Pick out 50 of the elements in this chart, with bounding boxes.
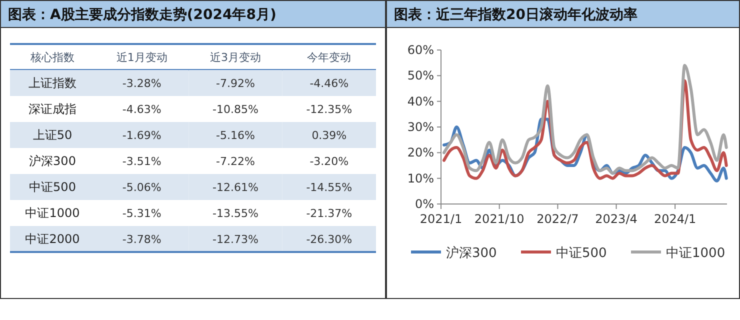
data-label: -26.30% [306,233,352,246]
data-label: -21.37% [306,207,352,220]
data-label: -5.31% [122,207,162,220]
data-label: -12.35% [306,103,352,116]
x-tick-label: 2022/7 [536,212,579,226]
x-tick-label: 2023/4 [595,212,638,226]
x-tick-label: 今年变动 [307,51,352,64]
y-tick-label: 60% [407,43,434,57]
y-tick-label: 中证2000 [25,232,80,246]
y-tick-label: 沪深300 [29,154,76,168]
y-tick-label: 20% [407,146,434,160]
data-label: -7.92% [216,77,255,90]
y-tick-label: 深证成指 [28,102,76,116]
data-label: -14.55% [306,181,352,194]
y-tick-label: 0% [414,197,434,211]
y-axis-title: 核心指数 [30,51,74,64]
data-label: -12.73% [212,233,258,246]
data-label: -3.51% [122,155,162,168]
y-tick-label: 上证指数 [28,76,76,90]
legend-label: 中证500 [556,246,607,261]
data-label: -3.78% [122,233,162,246]
chart-title: 图表：A股主要成分指数走势(2024年8月) [8,6,276,23]
y-tick-label: 中证1000 [25,206,80,220]
x-tick-label: 2021/1 [420,212,462,226]
x-tick-label: 2024/1 [654,212,696,226]
data-label: 0.39% [312,129,347,142]
data-label: -12.61% [212,181,258,194]
data-label: -3.20% [310,155,349,168]
y-tick-label: 30% [407,120,434,134]
y-tick-label: 40% [407,94,434,108]
data-label: -13.55% [212,207,258,220]
chart-title: 图表：近三年指数20日滚动年化波动率 [394,6,638,23]
legend-label: 中证1000 [666,246,726,261]
legend-label: 沪深300 [446,245,497,261]
x-tick-label: 近1月变动 [116,51,168,64]
x-tick-label: 近3月变动 [210,51,261,64]
y-tick-label: 上证50 [32,128,72,142]
data-label: -10.85% [212,103,258,116]
data-label: -4.46% [310,77,349,90]
y-tick-label: 50% [407,68,434,83]
data-label: -1.69% [122,129,162,142]
data-label: -3.28% [122,77,162,90]
y-tick-label: 中证500 [29,180,76,194]
data-label: -4.63% [122,103,162,116]
data-label: -7.22% [216,155,255,168]
y-tick-label: 10% [407,171,434,186]
data-label: -5.16% [216,129,255,142]
line-series [442,64,728,175]
x-tick-label: 2021/10 [474,212,524,226]
data-label: -5.06% [122,181,162,194]
